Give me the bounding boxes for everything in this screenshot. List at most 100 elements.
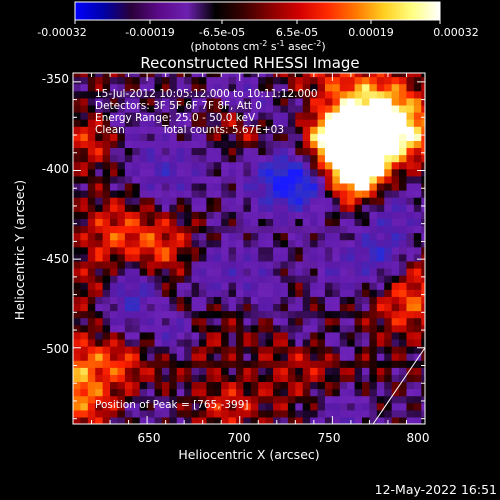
heatmap-cell: [413, 97, 422, 106]
chart-title: Reconstructed RHESSI Image: [140, 54, 359, 72]
heatmap-cell: [317, 353, 326, 361]
heatmap-cell: [132, 197, 141, 205]
heatmap-cell: [102, 303, 111, 312]
heatmap-cell: [391, 76, 400, 85]
heatmap-cell: [176, 374, 185, 383]
heatmap-cell: [102, 353, 111, 361]
heatmap-cell: [87, 154, 96, 163]
colorbar-tick-label-0: -0.00032: [37, 26, 86, 39]
heatmap-cell: [265, 204, 274, 212]
heatmap-cell: [198, 197, 207, 205]
heatmap-cell: [236, 296, 245, 305]
heatmap-cell: [258, 402, 267, 411]
heatmap-cell: [213, 416, 222, 424]
heatmap-cell: [250, 268, 259, 276]
heatmap-cell: [132, 338, 141, 347]
heatmap-cell: [132, 211, 141, 219]
heatmap-cell: [376, 140, 385, 149]
heatmap-cell: [354, 402, 363, 411]
heatmap-cell: [110, 76, 119, 85]
heatmap-cell: [95, 296, 104, 305]
heatmap-cell: [73, 211, 82, 219]
heatmap-cell: [139, 175, 148, 184]
heatmap-cell: [310, 310, 319, 319]
heatmap-cell: [413, 175, 422, 184]
heatmap-cell: [191, 73, 200, 78]
heatmap-cell: [317, 126, 326, 134]
heatmap-cell: [302, 388, 311, 397]
heatmap-cell: [198, 289, 207, 297]
heatmap-cell: [250, 353, 259, 361]
heatmap-cell: [176, 104, 185, 113]
heatmap-cell: [354, 296, 363, 305]
heatmap-cell: [206, 126, 215, 134]
heatmap-cell: [287, 388, 296, 397]
heatmap-cell: [110, 119, 119, 127]
heatmap-cell: [406, 360, 415, 368]
heatmap-cell: [258, 374, 267, 383]
heatmap-cell: [406, 289, 415, 297]
heatmap-cell: [236, 402, 245, 411]
heatmap-cell: [154, 76, 163, 85]
heatmap-cell: [243, 317, 252, 326]
heatmap-cell: [154, 395, 163, 404]
heatmap-cell: [221, 324, 230, 333]
heatmap-cell: [221, 246, 230, 255]
heatmap-cell: [110, 161, 119, 170]
heatmap-cell: [347, 282, 356, 290]
heatmap-cell: [228, 409, 237, 418]
heatmap-cell: [339, 76, 348, 85]
heatmap-cell: [80, 126, 89, 134]
heatmap-cell: [258, 296, 267, 305]
heatmap-cell: [236, 360, 245, 368]
heatmap-cell: [228, 154, 237, 163]
heatmap-cell: [176, 346, 185, 354]
heatmap-cell: [139, 154, 148, 163]
heatmap-cell: [154, 388, 163, 397]
heatmap-cell: [206, 416, 215, 424]
heatmap-cell: [250, 175, 259, 184]
heatmap-cell: [354, 126, 363, 134]
heatmap-cell: [421, 182, 425, 191]
heatmap-cell: [87, 310, 96, 319]
heatmap-cell: [354, 190, 363, 198]
heatmap-cell: [206, 239, 215, 248]
heatmap-cell: [376, 104, 385, 113]
heatmap-cell: [280, 289, 289, 297]
heatmap-cell: [376, 190, 385, 198]
heatmap-cell: [117, 211, 126, 219]
heatmap-cell: [324, 367, 333, 375]
heatmap-cell: [273, 104, 282, 113]
heatmap-cell: [139, 204, 148, 212]
heatmap-cell: [317, 90, 326, 99]
heatmap-cell: [280, 232, 289, 241]
heatmap-cell: [376, 147, 385, 156]
heatmap-cell: [184, 324, 193, 333]
heatmap-cell: [399, 338, 408, 347]
heatmap-cell: [228, 140, 237, 149]
heatmap-cell: [376, 381, 385, 390]
heatmap-cell: [147, 353, 156, 361]
heatmap-cell: [176, 360, 185, 368]
heatmap-cell: [154, 353, 163, 361]
heatmap-cell: [421, 367, 425, 375]
heatmap-cell: [102, 402, 111, 411]
heatmap-cell: [406, 367, 415, 375]
heatmap-cell: [161, 296, 170, 305]
heatmap-cell: [102, 268, 111, 276]
heatmap-cell: [102, 296, 111, 305]
heatmap-cell: [295, 211, 304, 219]
heatmap-cell: [310, 402, 319, 411]
heatmap-cell: [206, 83, 215, 92]
heatmap-cell: [354, 275, 363, 283]
heatmap-cell: [287, 190, 296, 198]
heatmap-cell: [250, 310, 259, 319]
heatmap-cell: [228, 296, 237, 305]
heatmap-cell: [362, 374, 371, 383]
heatmap-cell: [310, 104, 319, 113]
heatmap-cell: [399, 211, 408, 219]
heatmap-cell: [354, 289, 363, 297]
heatmap-cell: [339, 317, 348, 326]
heatmap-cell: [95, 126, 104, 134]
heatmap-cell: [161, 83, 170, 92]
